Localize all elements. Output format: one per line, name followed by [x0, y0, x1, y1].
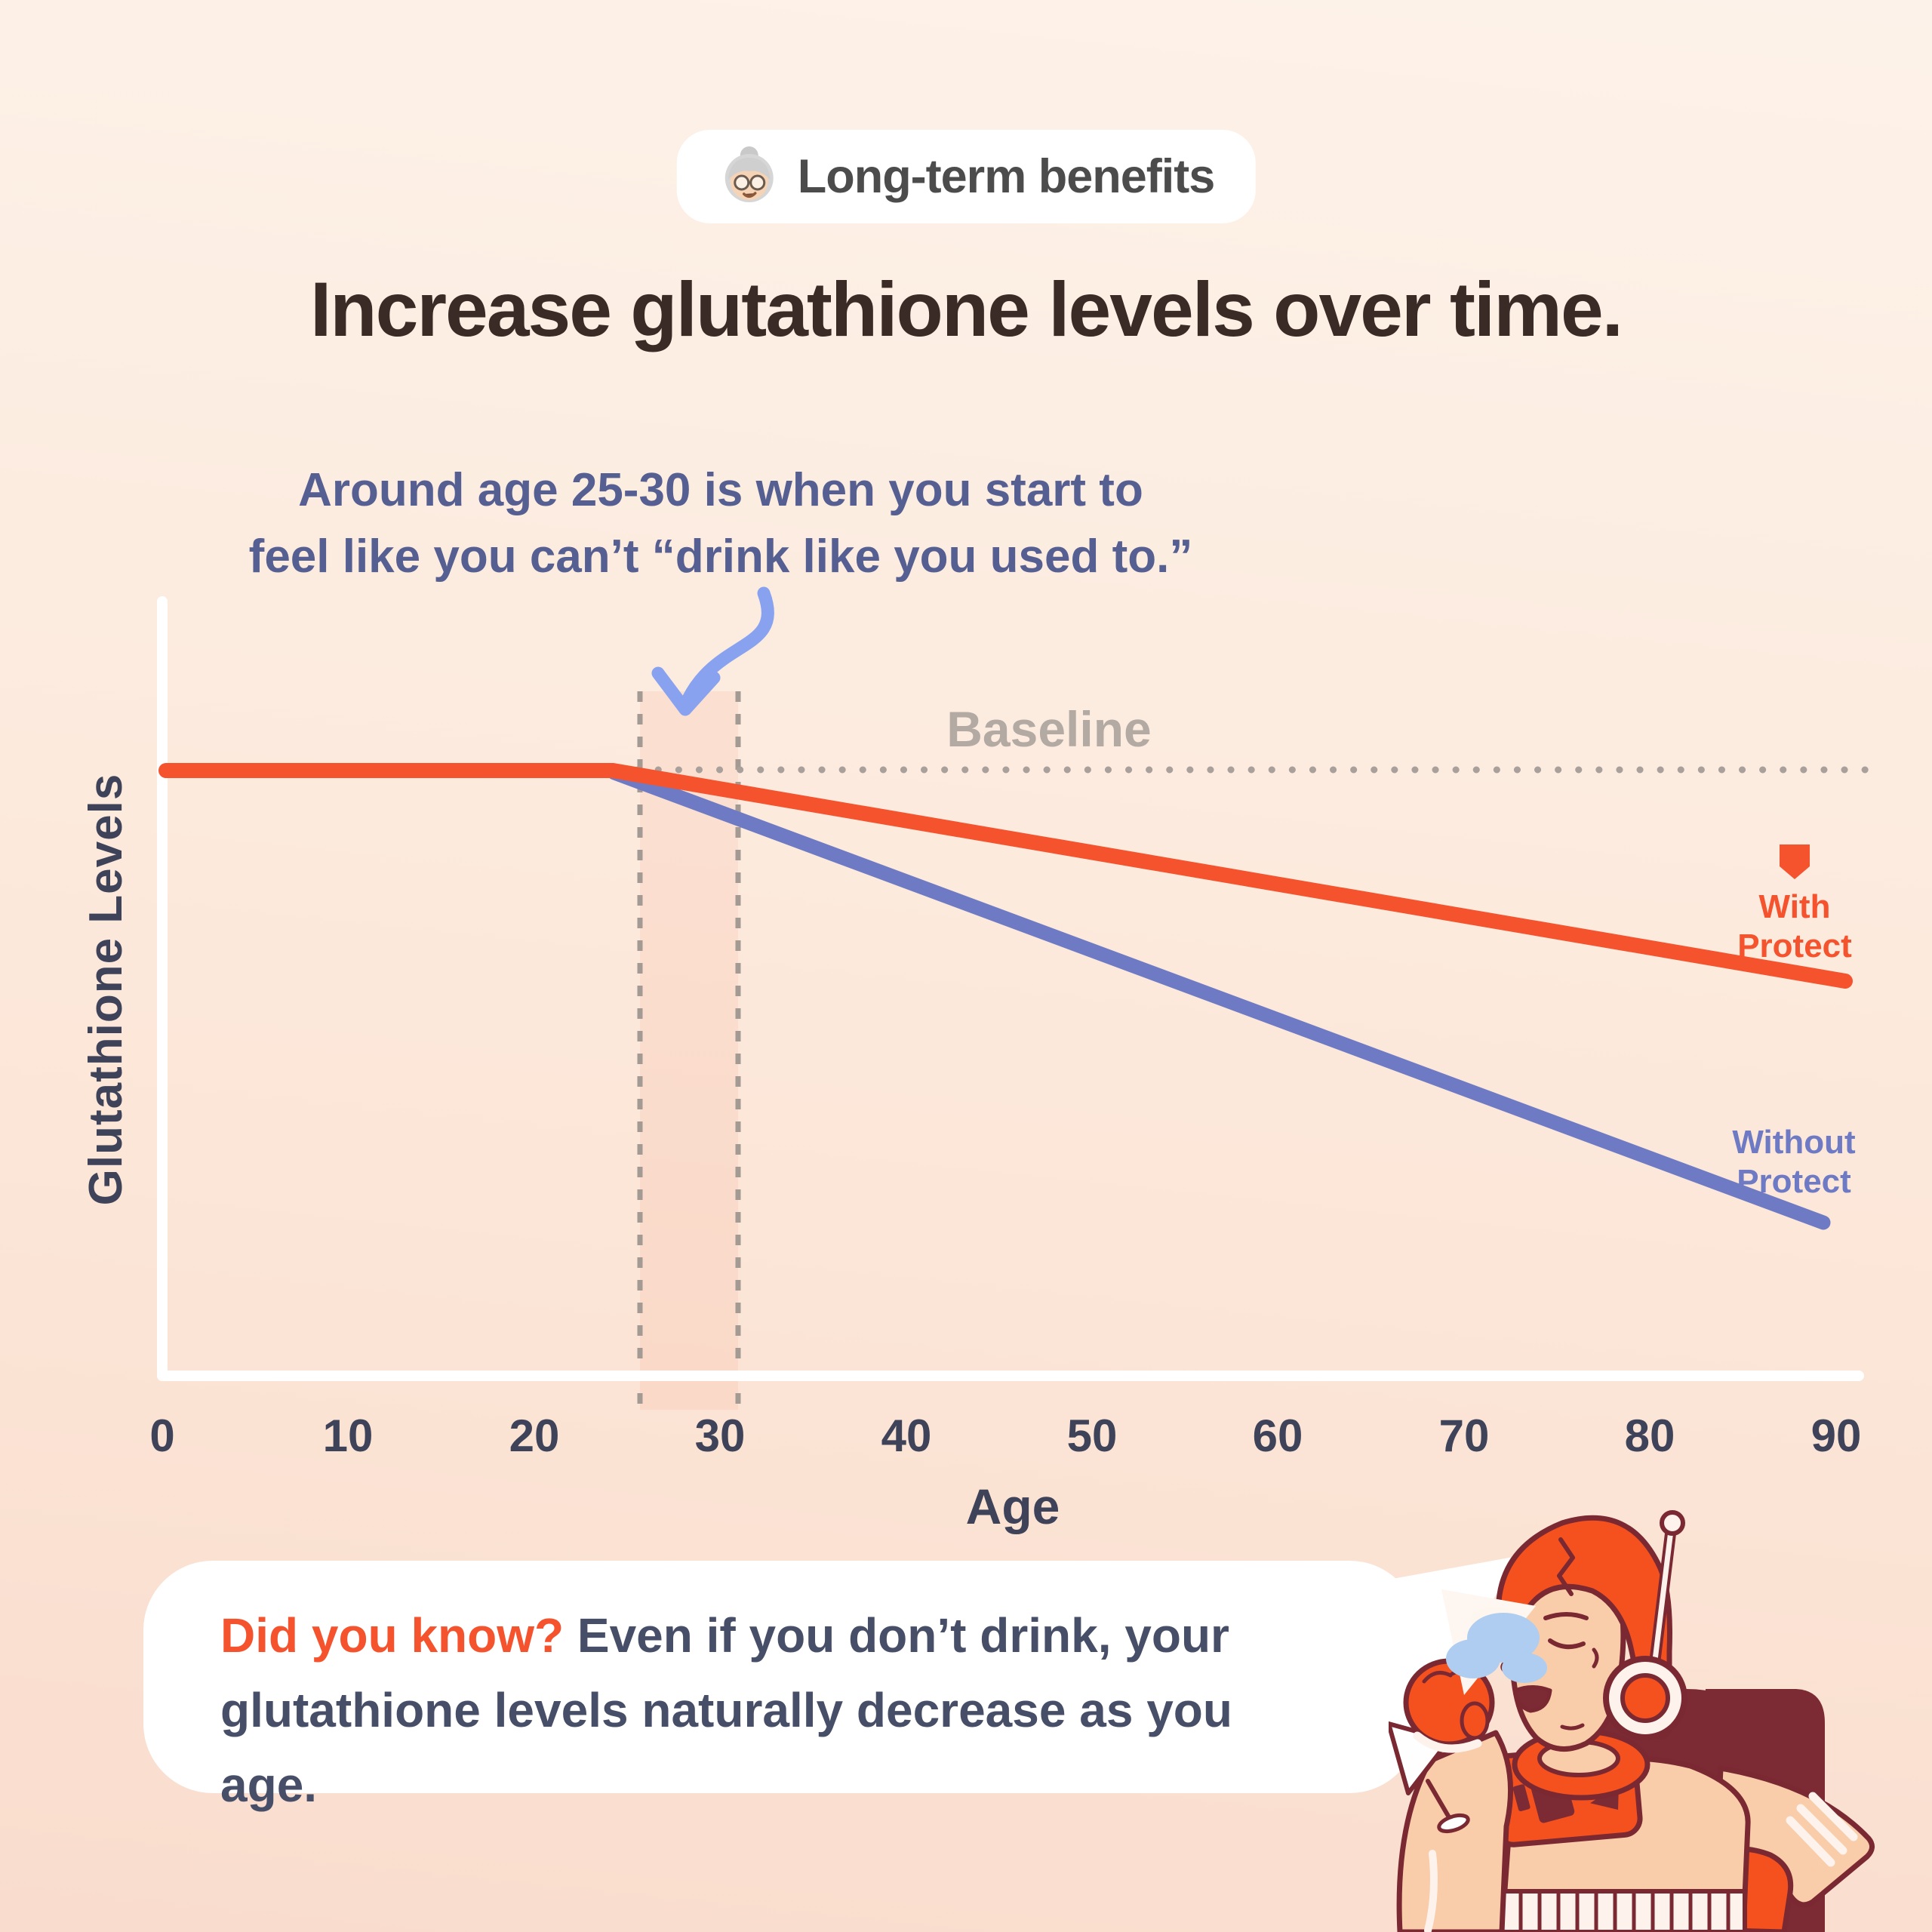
page-title: Increase glutathione levels over time. — [309, 266, 1623, 352]
callout-bubble — [143, 1561, 1419, 1793]
annotation-arrow — [681, 586, 774, 706]
antenna — [1648, 1510, 1685, 1672]
callout-text: Did you know? Even if you don’t drink, y… — [220, 1598, 1307, 1823]
legend-with-protect-label: With Protect — [1737, 888, 1852, 964]
protect-shield-icon — [1780, 844, 1810, 879]
badge-pill: Long-term benefits — [676, 130, 1256, 223]
arm-stripes — [1786, 1792, 1858, 1867]
annotation-line-1: Around age 25-30 is when you start to — [298, 464, 1143, 516]
annotation-line-2: feel like you can’t “drink like you used… — [248, 531, 1193, 583]
astronaut-drinker-illustration — [1389, 1510, 1875, 1932]
annotation-text: Around age 25-30 is when you start to fe… — [155, 457, 1287, 590]
x-axis-label: Age — [965, 1478, 1060, 1534]
baseline-label: Baseline — [946, 701, 1152, 757]
waistband — [1500, 1889, 1747, 1932]
x-axis-line — [157, 1371, 1864, 1381]
legend-without-protect: Without Protect — [1732, 1124, 1856, 1200]
with-protect-line — [158, 763, 1853, 989]
without-protect-line — [607, 765, 1831, 1230]
sleeve-highlight — [1424, 1850, 1438, 1932]
annotation-arrow-head — [651, 666, 721, 716]
headphone — [1603, 1656, 1687, 1740]
callout-body: Even if you don’t drink, your glutathion… — [220, 1608, 1232, 1813]
y-axis-label: Glutathione Levels — [80, 773, 132, 1206]
badge-label: Long-term benefits — [797, 150, 1216, 203]
grandma-icon — [724, 146, 774, 202]
callout-highlight: Did you know? — [220, 1608, 565, 1663]
y-axis-line — [157, 596, 168, 1381]
legend-with-protect: With Protect — [1727, 844, 1863, 966]
breath-puff — [1441, 1589, 1547, 1695]
